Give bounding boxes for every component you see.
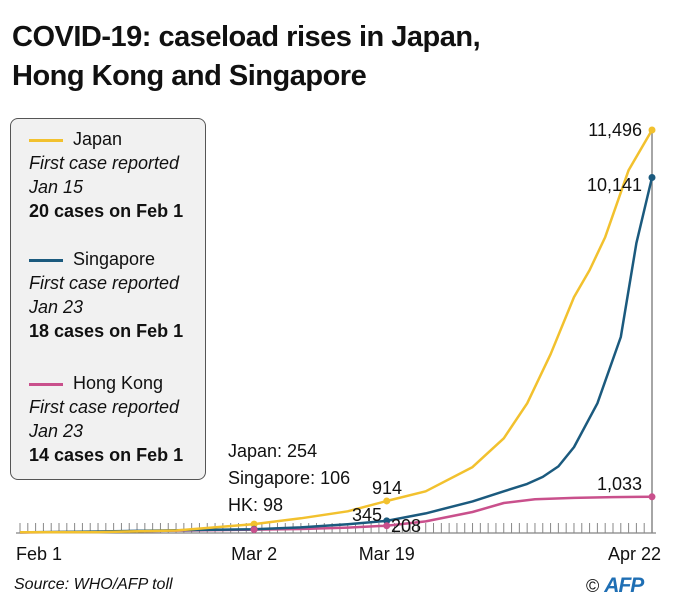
legend-feb1: 18 cases on Feb 1 <box>29 321 184 341</box>
data-point-marker <box>648 126 656 134</box>
x-tick-label: Mar 19 <box>359 544 415 564</box>
annotation-singapore-end: 10,141 <box>587 175 642 195</box>
afp-logo: AFP <box>604 574 644 597</box>
annotation-hk-mar19: 208 <box>391 516 421 536</box>
data-point-marker <box>250 520 258 528</box>
legend-swatch-japan <box>29 138 63 142</box>
legend-swatch-singapore <box>29 258 63 262</box>
annotation-japan-end: 11,496 <box>588 120 642 140</box>
legend-japan: Japan First case reported Jan 15 20 case… <box>29 127 183 223</box>
legend-date: Jan 15 <box>29 177 84 197</box>
legend-label: Hong Kong <box>73 373 164 393</box>
legend-date: Jan 23 <box>29 421 84 441</box>
legend-feb1: 20 cases on Feb 1 <box>29 201 184 221</box>
data-point-marker <box>383 517 391 525</box>
data-point-marker <box>383 497 391 505</box>
series-line-singapore <box>19 177 654 534</box>
annotation-japan-mar2: Japan: 254 <box>228 441 317 461</box>
annotation-singapore-mar19: 345 <box>352 505 382 525</box>
chart-title: COVID-19: caseload rises in Japan, Hong … <box>12 18 481 96</box>
data-point-marker <box>383 522 391 530</box>
source-note: Source: WHO/AFP toll <box>14 576 173 593</box>
x-tick-label: Mar 2 <box>231 544 277 564</box>
legend-first-case: First case reported <box>29 153 180 173</box>
annotation-hk-mar2: HK: 98 <box>228 495 283 515</box>
annotation-japan-mar19: 914 <box>372 478 402 498</box>
legend-label: Singapore <box>73 249 156 269</box>
annotation-singapore-mar2: Singapore: 106 <box>228 468 350 488</box>
legend-date: Jan 23 <box>29 297 84 317</box>
copyright-symbol: © <box>586 576 600 596</box>
x-tick-label: Apr 22 <box>608 544 661 564</box>
title-line-1: COVID-19: caseload rises in Japan, <box>12 21 481 53</box>
legend: Japan First case reported Jan 15 20 case… <box>10 118 206 480</box>
series-line-japan <box>19 129 654 534</box>
legend-hong-kong: Hong Kong First case reported Jan 23 14 … <box>29 371 183 467</box>
legend-feb1: 14 cases on Feb 1 <box>29 445 184 465</box>
title-line-2: Hong Kong and Singapore <box>12 60 367 92</box>
afp-credit: © AFP <box>586 574 644 598</box>
data-point-marker <box>648 174 656 182</box>
data-point-marker <box>250 526 258 534</box>
data-point-marker <box>648 493 656 501</box>
legend-label: Japan <box>73 129 123 149</box>
legend-singapore: Singapore First case reported Jan 23 18 … <box>29 247 183 343</box>
legend-first-case: First case reported <box>29 397 180 417</box>
series-line-hong-kong <box>19 495 653 534</box>
legend-swatch-hong-kong <box>29 382 63 386</box>
legend-first-case: First case reported <box>29 273 180 293</box>
x-tick-label: Feb 1 <box>16 544 62 564</box>
annotation-hk-end: 1,033 <box>597 474 642 494</box>
